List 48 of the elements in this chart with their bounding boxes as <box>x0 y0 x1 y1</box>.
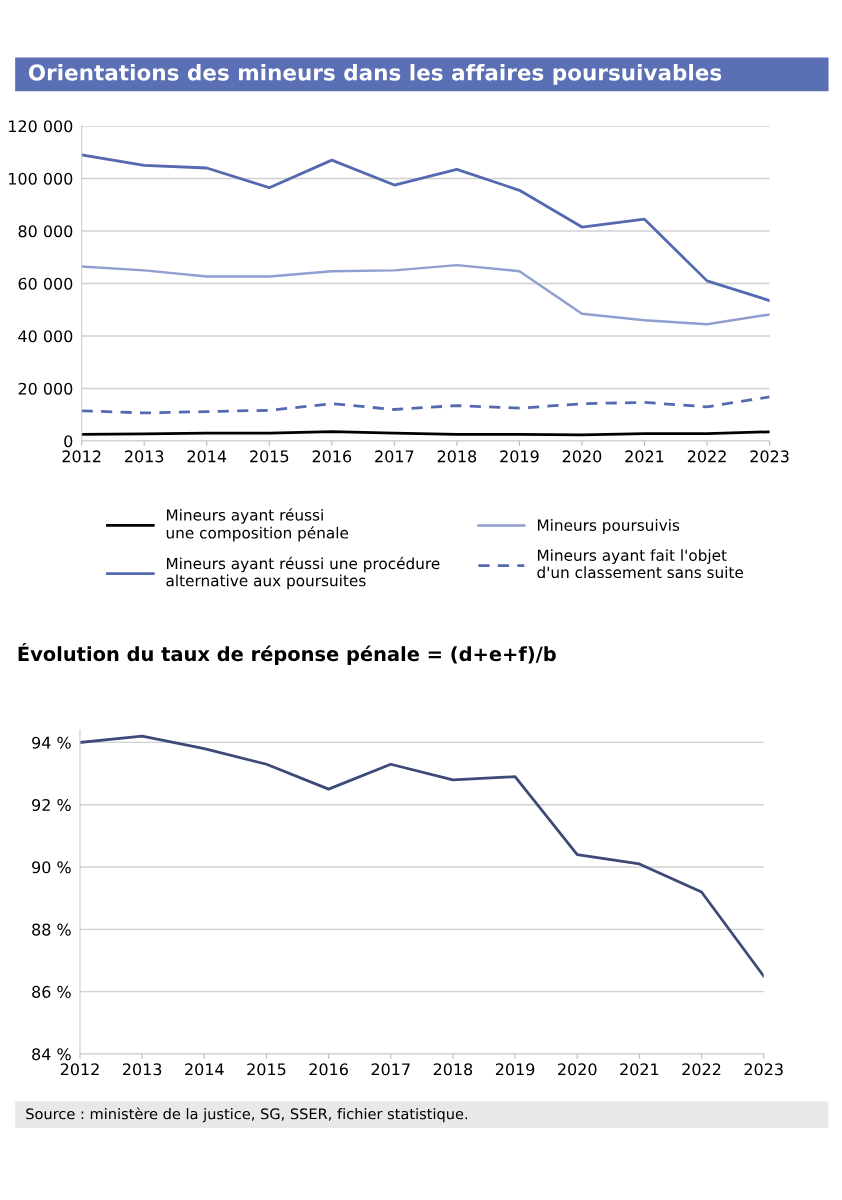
y-tick-label: 84 % <box>32 1048 71 1061</box>
x-tick-label: 2018 <box>437 450 477 463</box>
line-series <box>81 263 770 326</box>
x-tick-label: 2016 <box>309 1063 348 1076</box>
chart-title: Évolution du taux de réponse pénale = (d+e+f)/b <box>18 642 556 666</box>
x-tick-label: 2013 <box>122 1063 162 1076</box>
y-tick-label: 40 000 <box>18 330 73 343</box>
x-tick-label: 2017 <box>375 450 414 463</box>
chart-title: Orientations des mineurs dans les affaires poursuivables <box>28 63 722 85</box>
y-tick-label: 80 000 <box>18 225 73 238</box>
x-tick-label: 2022 <box>687 450 726 463</box>
legend-label: Mineurs ayant réussi une composition pénale <box>166 508 349 542</box>
x-tick-label: 2013 <box>125 450 164 463</box>
x-tick-label: 2016 <box>312 450 352 463</box>
x-tick-label: 2023 <box>750 450 789 463</box>
y-tick-label: 100 000 <box>9 172 73 185</box>
legend-label: Mineurs ayant réussi une procédure alternative aux poursuites <box>166 556 440 590</box>
y-tick-label: 0 <box>64 435 73 448</box>
x-tick-label: 2014 <box>185 1063 224 1076</box>
x-tick-label: 2017 <box>371 1063 410 1076</box>
x-tick-label: 2021 <box>620 1063 659 1076</box>
line-series <box>81 395 770 415</box>
y-tick-label: 86 % <box>32 985 71 998</box>
y-tick-label: 88 % <box>32 923 71 936</box>
x-tick-label: 2014 <box>187 450 227 463</box>
x-tick-label: 2022 <box>682 1063 721 1076</box>
y-tick-label: 60 000 <box>18 277 73 290</box>
x-tick-label: 2012 <box>60 1063 99 1076</box>
x-tick-label: 2020 <box>558 1063 597 1076</box>
line-series <box>79 734 764 978</box>
y-tick-label: 90 % <box>32 861 71 874</box>
line-series <box>81 153 770 302</box>
legend-label: Mineurs ayant fait l'objet d'un classement sans suite <box>537 549 744 579</box>
legend-label: Mineurs poursuivis <box>537 519 680 534</box>
y-tick-label: 20 000 <box>18 382 73 395</box>
x-tick-label: 2021 <box>625 450 664 463</box>
x-tick-label: 2019 <box>495 1063 535 1076</box>
x-tick-label: 2023 <box>744 1063 783 1076</box>
x-tick-label: 2020 <box>562 450 602 463</box>
y-tick-label: 94 % <box>32 736 71 749</box>
x-tick-label: 2018 <box>433 1063 473 1076</box>
x-tick-label: 2019 <box>500 450 539 463</box>
y-tick-label: 92 % <box>32 798 71 812</box>
source-note: Source : ministère de la justice, SG, SSER, fichier statistique. <box>26 1107 468 1123</box>
x-tick-label: 2012 <box>62 450 101 463</box>
x-tick-label: 2015 <box>250 450 289 463</box>
y-tick-label: 120 000 <box>9 120 73 133</box>
x-tick-label: 2015 <box>247 1063 286 1076</box>
